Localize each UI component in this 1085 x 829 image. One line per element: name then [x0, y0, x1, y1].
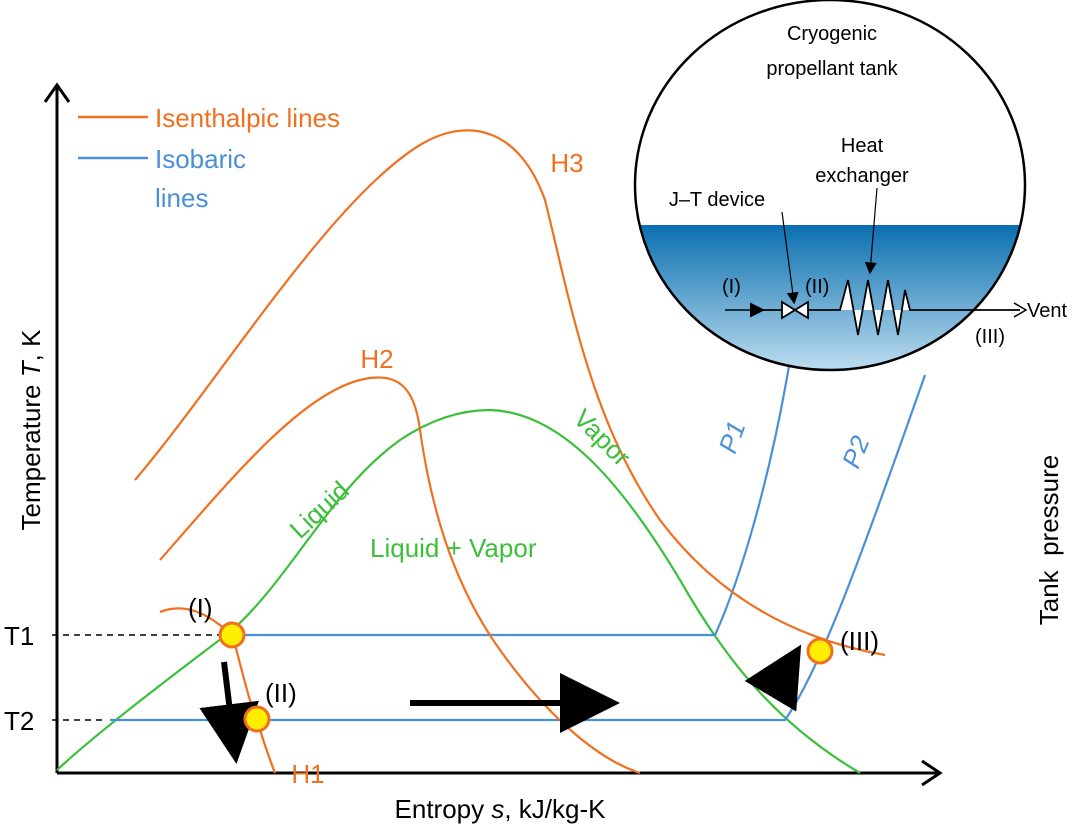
- tick-label: T1: [4, 621, 34, 651]
- curve-label: H3: [550, 148, 583, 178]
- hx-label: Heat: [841, 135, 884, 157]
- legend-text: Isobaric: [155, 144, 246, 174]
- y-axis-label: Temperature T, K: [16, 329, 46, 531]
- y-label-part: , K: [16, 329, 46, 361]
- curve-label: Liquid + Vapor: [370, 533, 537, 563]
- tank-title: Cryogenic: [787, 23, 877, 45]
- tick-label: T2: [4, 706, 34, 736]
- legend-text: lines: [155, 183, 208, 213]
- curve-label: P2: [836, 431, 876, 472]
- state-point: [220, 623, 244, 647]
- curve-label: H2: [360, 344, 393, 374]
- x-axis-label: Entropy s, kJ/kg-K: [395, 794, 607, 824]
- curve-label: P1: [712, 417, 751, 457]
- point-label: (III): [840, 626, 879, 656]
- curve-label: H1: [291, 759, 324, 789]
- x-label-part: Entropy: [395, 794, 492, 824]
- curve-label: Liquid: [284, 475, 355, 544]
- jt-label: J–T device: [669, 189, 765, 211]
- point-label: (I): [188, 593, 213, 623]
- y-label-part: Temperature: [16, 377, 46, 530]
- x-label-part: s: [491, 794, 504, 824]
- process-arrow: [224, 662, 235, 752]
- y-axis: [45, 85, 69, 773]
- isenthalp-h1: [160, 608, 275, 773]
- tank: Cryogenic propellant tank Heat exchanger…: [630, 0, 1067, 385]
- station-label: (I): [722, 276, 741, 298]
- legend-text: Isenthalpic lines: [155, 103, 340, 133]
- state-point: [808, 639, 832, 663]
- hx-label: exchanger: [815, 165, 909, 187]
- process-arrow: [773, 655, 795, 692]
- tank-liquid: [630, 225, 1030, 385]
- vent-label: Vent: [1027, 300, 1067, 322]
- x-label-part: , kJ/kg-K: [504, 794, 606, 824]
- station-label: (III): [975, 326, 1005, 348]
- state-point: [245, 707, 269, 731]
- x-axis: [57, 761, 940, 785]
- ts-diagram: T1 T2 Temperature T, K Entropy s, kJ/kg-…: [0, 0, 1085, 829]
- side-label: Tank pressure: [1034, 455, 1064, 626]
- saturation-dome: [57, 410, 860, 773]
- point-label: (II): [265, 678, 297, 708]
- tank-title: propellant tank: [766, 58, 898, 80]
- station-label: (II): [805, 276, 829, 298]
